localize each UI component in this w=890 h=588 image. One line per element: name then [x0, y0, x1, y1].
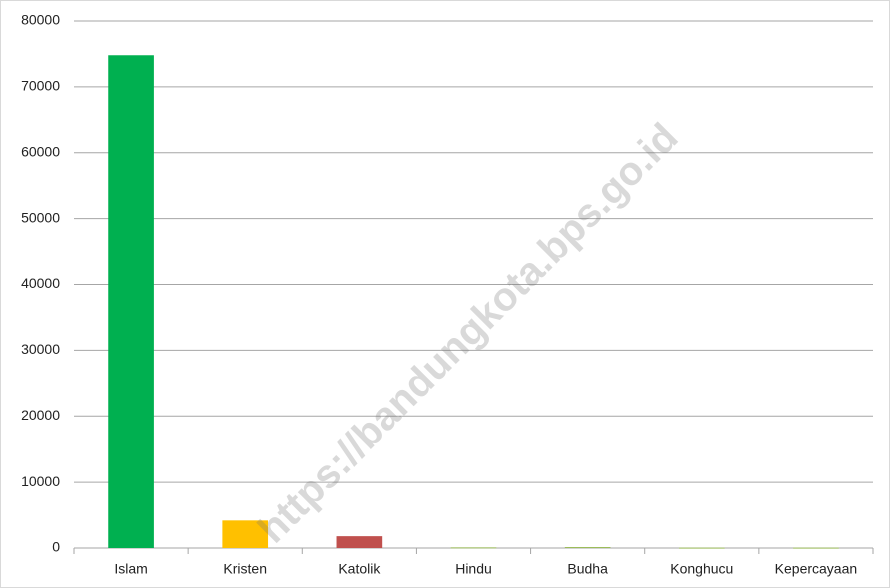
x-tick-label: Budha [567, 561, 608, 577]
bar [450, 547, 497, 549]
bar [336, 536, 383, 548]
bar [678, 547, 725, 549]
x-tick-label: Hindu [455, 561, 492, 577]
y-tick-label: 80000 [21, 12, 60, 28]
bar [793, 547, 839, 549]
y-tick-label: 10000 [21, 473, 60, 489]
y-tick-label: 20000 [21, 407, 60, 423]
y-tick-label: 70000 [21, 78, 60, 94]
y-tick-label: 30000 [21, 341, 60, 357]
bar [108, 55, 154, 548]
x-tick-label: Kristen [223, 561, 267, 577]
x-tick-label: Katolik [338, 561, 381, 577]
y-tick-label: 40000 [21, 275, 60, 291]
x-tick-label: Islam [114, 561, 147, 577]
bar [222, 520, 269, 548]
x-tick-label: Kepercayaan [775, 561, 858, 577]
y-tick-label: 0 [52, 539, 60, 555]
y-tick-label: 50000 [21, 209, 60, 225]
bar [564, 547, 611, 549]
y-tick-label: 60000 [21, 143, 60, 159]
x-tick-label: Konghucu [670, 561, 733, 577]
